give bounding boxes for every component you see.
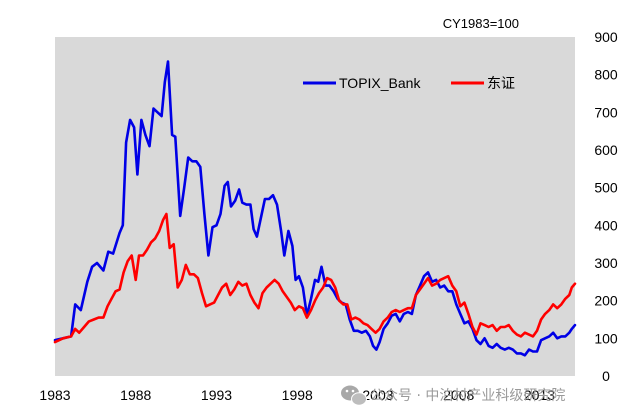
y-tick-label: 700 <box>594 104 618 120</box>
legend-label-2: 东证 <box>487 75 515 91</box>
watermark: 公众号 · 中泊村产业科级研究院 <box>341 385 565 406</box>
x-tick-label: 1988 <box>120 387 151 403</box>
watermark-text: 公众号 · 中泊村产业科级研究院 <box>370 388 565 404</box>
series-line-1 <box>53 60 577 357</box>
y-tick-label: 600 <box>594 142 618 158</box>
legend-label-1: TOPIX_Bank <box>339 75 421 91</box>
x-tick-label: 1993 <box>201 387 232 403</box>
x-tick-label: 1983 <box>39 387 70 403</box>
y-tick-label: 100 <box>594 330 618 346</box>
y-tick-label: 300 <box>594 255 618 271</box>
y-tick-label: 500 <box>594 180 618 196</box>
base-year-annotation: CY1983=100 <box>443 16 519 31</box>
x-tick-label: 2013 <box>524 387 555 403</box>
x-tick-label: 2008 <box>443 387 474 403</box>
wechat-icon <box>341 385 367 406</box>
plot-area <box>55 37 575 376</box>
series-layer <box>53 60 577 357</box>
y-tick-label: 900 <box>594 29 618 45</box>
y-axis-ticks: 0 100 200 300 400 500 600 700 800 900 <box>594 29 618 384</box>
x-tick-label: 1998 <box>282 387 313 403</box>
y-tick-label: 200 <box>594 293 618 309</box>
legend: TOPIX_Bank 东证 <box>303 75 515 91</box>
x-tick-label: 2003 <box>362 387 393 403</box>
series-line-2 <box>53 212 577 344</box>
y-tick-label: 0 <box>602 368 610 384</box>
y-tick-label: 800 <box>594 67 618 83</box>
y-tick-label: 400 <box>594 217 618 233</box>
x-axis-ticks: 1983 1988 1993 1998 2003 2008 2013 <box>39 387 555 403</box>
